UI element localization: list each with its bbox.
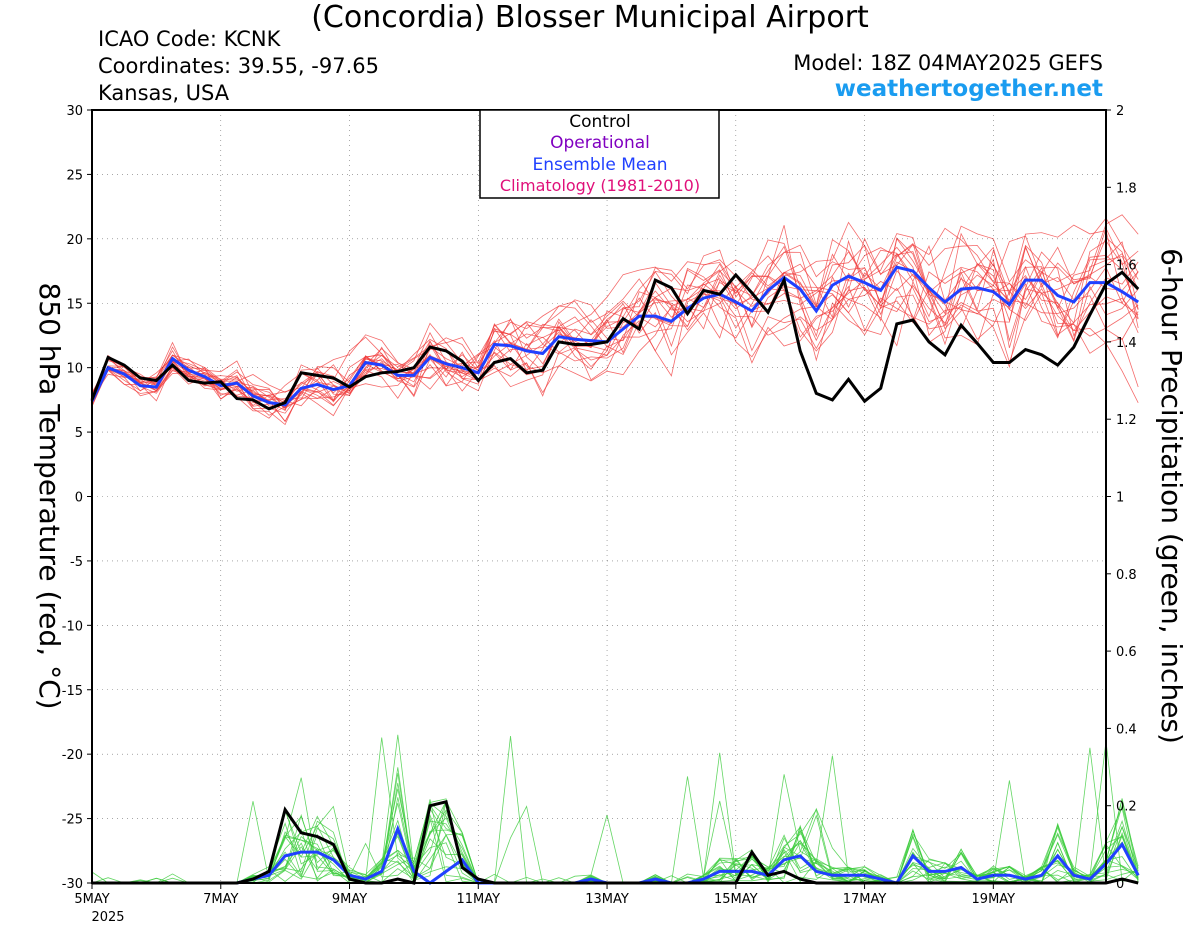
legend-ensemble-mean: Ensemble Mean — [532, 155, 667, 175]
legend-control: Control — [569, 112, 630, 132]
x-tick-label: 11MAY — [456, 892, 500, 907]
temperature-member-line — [91, 244, 1139, 426]
y-right-tick-label: 0.4 — [1116, 722, 1137, 737]
y-right-tick-label: 1.6 — [1116, 259, 1137, 274]
y-right-tick-label: 1.8 — [1116, 181, 1137, 196]
x-tick-label: 5MAY — [74, 892, 109, 907]
y-left-tick-label: -20 — [62, 748, 83, 763]
y-right-tick-label: 1.4 — [1116, 336, 1137, 351]
plot-area — [92, 110, 1106, 883]
y-left-tick-label: -10 — [62, 619, 83, 634]
y-left-tick-label: 25 — [66, 168, 83, 183]
x-tick-label: 9MAY — [332, 892, 367, 907]
station-title: (Concordia) Blosser Municipal Airport — [311, 0, 869, 35]
temperature-control-line — [90, 270, 1140, 411]
right-axis-ticks: 2 1.8 1.6 1.4 1.2 1 0.8 0.6 0.4 0.2 0 — [1106, 104, 1137, 892]
legend-climatology: Climatology (1981-2010) — [500, 176, 700, 195]
coordinates: Coordinates: 39.55, -97.65 — [98, 54, 379, 78]
temperature-member-line — [91, 232, 1139, 403]
y-left-tick-label: 20 — [66, 233, 83, 248]
temperature-series — [90, 265, 1140, 411]
site-link[interactable]: weathertogether.net — [834, 76, 1103, 102]
y-left-tick-label: -5 — [70, 555, 83, 570]
y-left-tick-label: 10 — [66, 362, 83, 377]
y-left-tick-label: 0 — [75, 491, 83, 506]
icao-code: ICAO Code: KCNK — [98, 27, 281, 51]
x-tick-label: 17MAY — [843, 892, 887, 907]
temperature-member-line — [91, 214, 1139, 407]
x-tick-label: 7MAY — [203, 892, 238, 907]
legend-box — [479, 109, 720, 199]
x-tick-label: 15MAY — [714, 892, 758, 907]
y-left-tick-label: 30 — [66, 104, 83, 119]
temperature-member-line — [91, 253, 1139, 409]
y-left-tick-label: 5 — [75, 426, 83, 441]
temperature-member-line — [91, 227, 1139, 405]
y-right-tick-label: 1.2 — [1116, 413, 1137, 428]
model-run: Model: 18Z 04MAY2025 GEFS — [793, 51, 1103, 75]
legend-operational: Operational — [550, 133, 650, 153]
x-year-label: 2025 — [91, 910, 124, 925]
y-right-tick-label: 1 — [1116, 491, 1124, 506]
x-axis-ticks: 5MAY 7MAY 9MAY 11MAY 13MAY 15MAY 17MAY 19MAY — [74, 110, 1015, 907]
y-right-axis-label: 6-hour Precipitation (green, inches) — [1155, 248, 1188, 744]
y-left-tick-label: 15 — [66, 297, 83, 312]
left-axis-ticks: 30 25 20 15 10 5 0 -5 -10 -15 -20 -25 -30 — [62, 104, 1106, 892]
y-left-tick-label: -25 — [62, 813, 83, 828]
y-left-axis-label: 850 hPa Temperature (red, °C) — [33, 282, 66, 709]
x-tick-label: 13MAY — [585, 892, 629, 907]
legend: Control Operational Ensemble Mean Climat… — [479, 109, 720, 199]
y-right-tick-label: 0.6 — [1116, 645, 1137, 660]
y-right-tick-label: 0.8 — [1116, 568, 1137, 583]
y-right-tick-label: 0 — [1116, 877, 1124, 892]
temperature-ensemble-mean-line — [90, 265, 1140, 407]
y-left-tick-label: -15 — [62, 684, 83, 699]
x-tick-label: 19MAY — [972, 892, 1016, 907]
temperature-member-line — [91, 244, 1139, 407]
region: Kansas, USA — [98, 81, 230, 105]
y-right-tick-label: 2 — [1116, 104, 1124, 119]
temperature-member-line — [91, 239, 1139, 406]
y-left-tick-label: -30 — [62, 877, 83, 892]
y-right-tick-label: 0.2 — [1116, 800, 1137, 815]
